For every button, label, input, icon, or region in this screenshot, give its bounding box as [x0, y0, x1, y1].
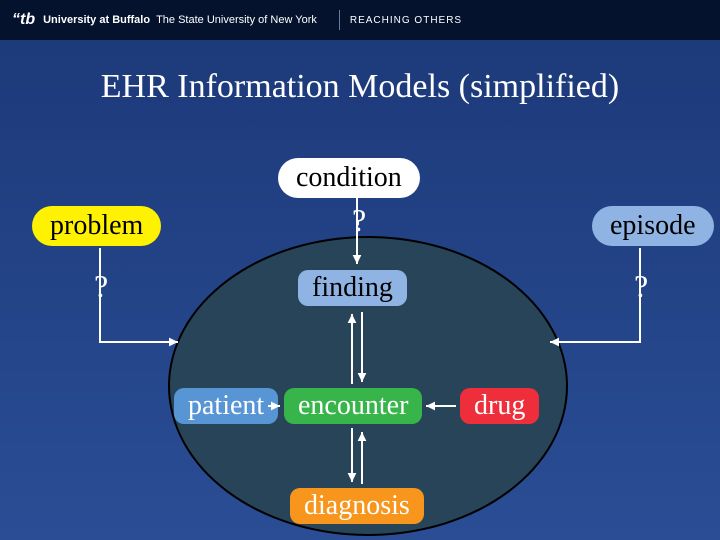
header-tagline: REACHING OTHERS	[350, 15, 462, 26]
header: “tb University at Buffalo The State Univ…	[0, 0, 720, 40]
slide-body: EHR Information Models (simplified) prob…	[0, 40, 720, 540]
header-univ: University at Buffalo	[43, 14, 150, 26]
ub-logo: “tb	[12, 11, 35, 29]
header-separator	[339, 10, 340, 30]
header-suny: The State University of New York	[156, 14, 317, 26]
arrows-layer	[0, 40, 720, 540]
